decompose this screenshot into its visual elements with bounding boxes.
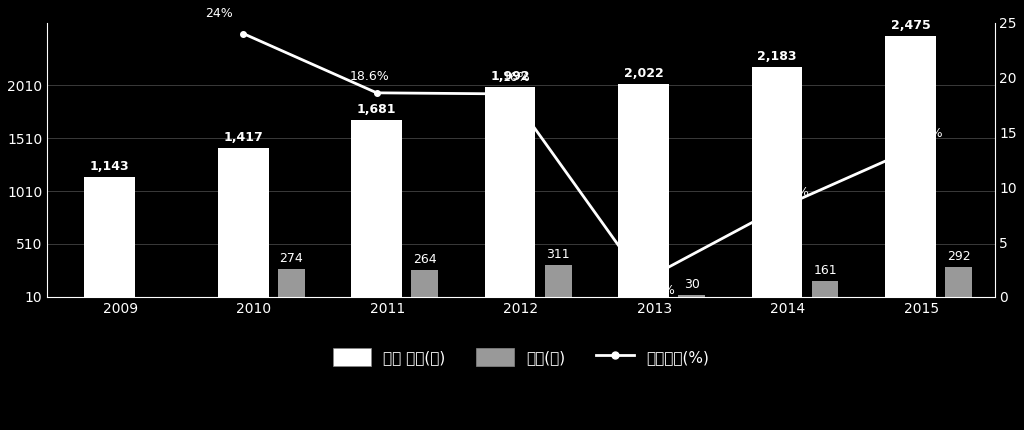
Bar (812, 281, 839, 298)
Text: 2,183: 2,183 (758, 49, 797, 62)
Bar (484, 87, 536, 298)
Text: 1,143: 1,143 (90, 160, 130, 173)
Text: 13.4%: 13.4% (904, 127, 944, 140)
Text: 24%: 24% (206, 7, 233, 20)
Text: 2,475: 2,475 (891, 18, 931, 31)
Text: 274: 274 (280, 252, 303, 265)
Bar (885, 36, 936, 298)
Bar (945, 267, 972, 298)
Text: 1,681: 1,681 (357, 103, 396, 116)
Text: 8.0%: 8.0% (777, 186, 809, 199)
Bar (218, 148, 268, 298)
Text: 311: 311 (547, 248, 570, 261)
Text: 292: 292 (947, 250, 971, 263)
Bar (545, 265, 571, 298)
Text: 16%: 16% (503, 71, 530, 84)
Bar (278, 269, 304, 298)
Text: 1,992: 1,992 (490, 70, 529, 83)
Text: 18.6%: 18.6% (350, 70, 390, 83)
Text: 264: 264 (413, 253, 436, 266)
Text: 2,022: 2,022 (624, 67, 664, 80)
Text: 161: 161 (813, 264, 837, 277)
Bar (412, 270, 438, 298)
Text: 1,417: 1,417 (223, 131, 263, 144)
Bar (351, 120, 402, 298)
Bar (752, 67, 803, 298)
Legend: 전체 인원(명), 증감(명), 증감비중(%): 전체 인원(명), 증감(명), 증감비중(%) (327, 342, 715, 372)
Bar (678, 295, 705, 298)
Bar (84, 177, 135, 298)
Bar (618, 84, 669, 298)
Text: 1.5%: 1.5% (644, 284, 676, 297)
Text: 30: 30 (684, 278, 699, 291)
